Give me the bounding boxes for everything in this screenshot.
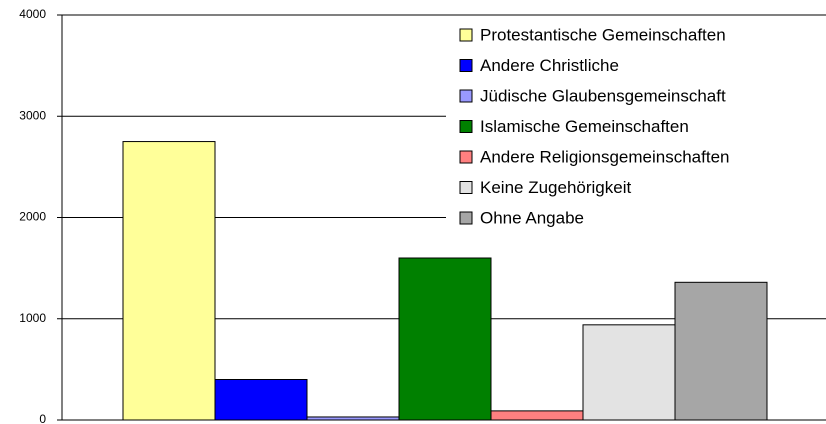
legend-swatch (459, 150, 473, 164)
legend-swatch (459, 211, 473, 225)
legend-swatch (459, 28, 473, 42)
y-tick-label: 3000 (19, 108, 46, 122)
y-tick-label: 4000 (19, 7, 46, 21)
y-tick-label: 1000 (19, 311, 46, 325)
legend-swatch (459, 120, 473, 133)
bar (306, 416, 400, 421)
bar (490, 410, 584, 421)
y-tick-label: 2000 (19, 210, 46, 224)
legend-box (446, 18, 826, 240)
bar (674, 281, 768, 421)
legend-swatch (459, 89, 473, 103)
legend-label: Islamische Gemeinschaften (480, 117, 689, 136)
legend-label: Andere Religionsgemeinschaften (480, 147, 730, 166)
legend-label: Keine Zugehörigkeit (480, 178, 631, 197)
legend-label: Protestantische Gemeinschaften (480, 25, 726, 44)
bar (122, 141, 216, 421)
legend-swatch (459, 181, 473, 194)
legend-label: Andere Christliche (480, 56, 619, 75)
legend-swatch (459, 59, 473, 72)
bar (582, 324, 676, 421)
bar (398, 257, 492, 421)
legend-label: Jüdische Glaubensgemeinschaft (480, 86, 726, 105)
bar (214, 379, 308, 421)
legend-label: Ohne Angabe (480, 208, 584, 227)
y-tick-label: 0 (39, 412, 46, 424)
